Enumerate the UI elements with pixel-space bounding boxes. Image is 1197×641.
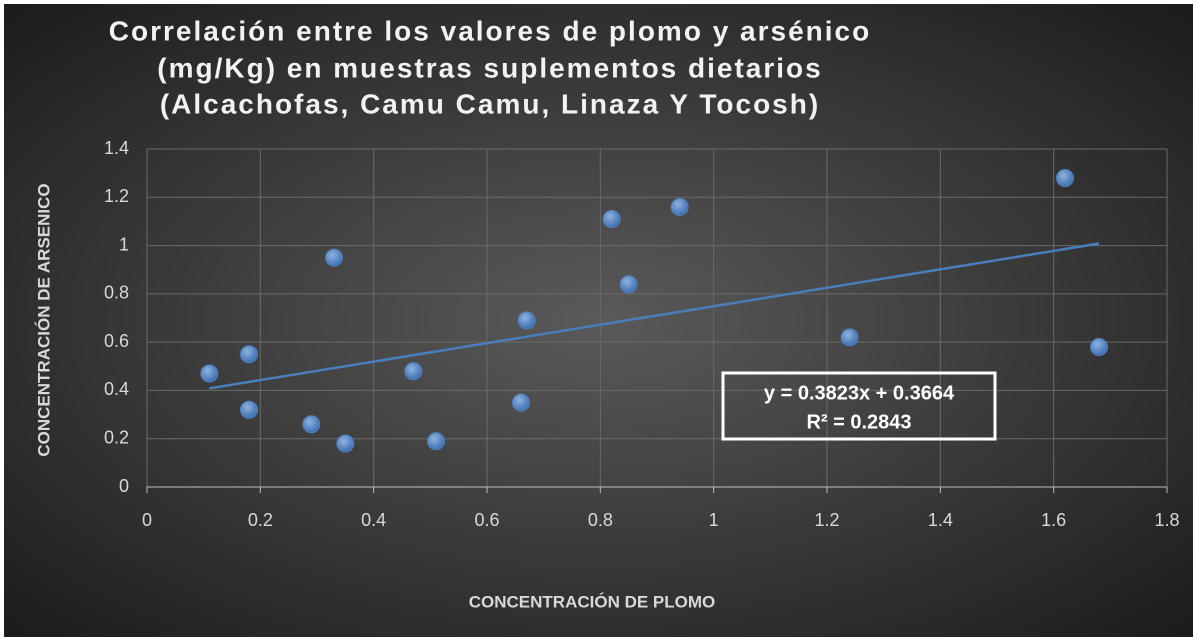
point <box>427 432 445 451</box>
x-tick-label: 1.2 <box>814 510 839 530</box>
point <box>302 415 321 434</box>
trendline-equation: y = 0.3823x + 0.3664 <box>764 382 955 404</box>
point <box>1090 337 1108 356</box>
point <box>512 393 530 412</box>
point <box>200 364 219 383</box>
y-tick-label: 0.2 <box>104 427 129 447</box>
point <box>840 328 859 347</box>
y-tick-label: 0 <box>119 476 129 496</box>
point <box>336 434 355 453</box>
x-tick-label: 0.2 <box>248 510 273 530</box>
chart-title: (mg/Kg) en muestras suplementos dietario… <box>157 52 822 83</box>
point <box>240 345 258 364</box>
x-tick-label: 0.8 <box>588 510 613 530</box>
point <box>325 248 343 267</box>
point <box>240 400 258 419</box>
chart-title: (Alcachofas, Camu Camu, Linaza Y Tocosh) <box>160 88 820 119</box>
point <box>404 362 423 381</box>
point <box>602 210 621 229</box>
x-tick-label: 1.4 <box>928 510 953 530</box>
chart-title: Correlación entre los valores de plomo y… <box>109 15 871 46</box>
y-tick-label: 0.4 <box>104 379 129 399</box>
x-axis-title: CONCENTRACIÓN DE PLOMO <box>469 592 716 611</box>
y-tick-label: 1 <box>119 234 129 254</box>
y-tick-label: 0.6 <box>104 331 129 351</box>
y-tick-label: 1.4 <box>104 138 129 158</box>
trendline-r2: R² = 0.2843 <box>806 411 911 433</box>
x-tick-label: 1.8 <box>1154 510 1179 530</box>
chart-background <box>4 4 1193 637</box>
x-tick-label: 1 <box>709 510 719 530</box>
x-tick-label: 0.6 <box>474 510 499 530</box>
trendline <box>209 242 1100 390</box>
point <box>670 197 689 216</box>
x-tick-label: 0 <box>142 510 152 530</box>
point <box>517 311 536 330</box>
y-tick-label: 0.8 <box>104 283 129 303</box>
point <box>1056 168 1074 187</box>
y-axis-title: CONCENTRACIÓN DE ARSENICO <box>34 183 53 456</box>
point <box>619 275 638 294</box>
y-tick-label: 1.2 <box>104 186 129 206</box>
x-tick-label: 0.4 <box>361 510 386 530</box>
equation-box <box>721 371 997 441</box>
x-tick-label: 1.6 <box>1041 510 1066 530</box>
